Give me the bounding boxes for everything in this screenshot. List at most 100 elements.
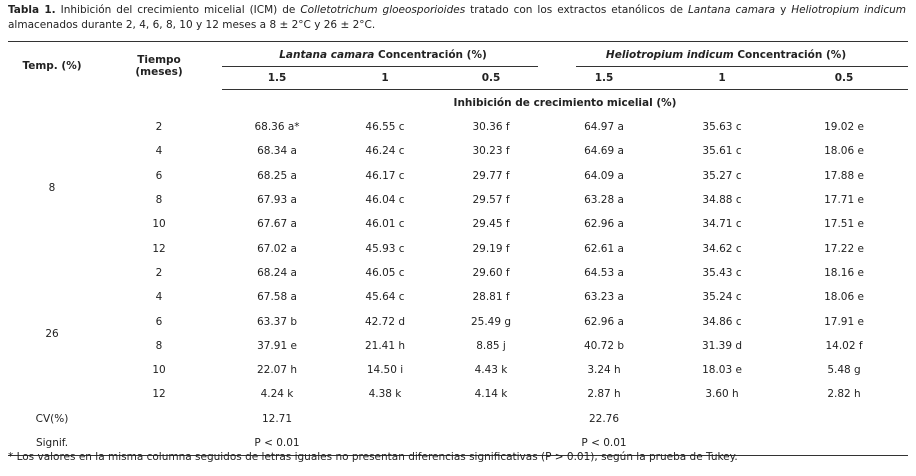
caption-text: Heliotropium indicum [791,4,906,16]
value-cell: 31.39 d [701,339,743,352]
header-row: Temp. (%) Tiempo (meses) Lantana camara Con… [8,41,909,90]
value-cell: 46.04 c [365,194,405,207]
caption-text: Lantana camara [687,4,776,16]
header-row: 1.5 1 0.5 1.5 1 0.5 [8,67,909,90]
value-cell: 46.55 c [365,121,405,134]
value-cell: 4.38 k [368,388,402,401]
value-cell: 17.22 e [824,242,864,255]
stat-row: CV(%) 12.71 22.76 [8,407,908,431]
value-cell: 67.02 a [257,242,297,255]
value-cell: 8.85 j [476,339,506,352]
value-cell: 29.60 f [472,266,510,279]
value-cell: 5.48 g [827,364,861,377]
value-cell: 64.09 a [584,169,624,182]
value-cell: 64.69 a [584,145,624,158]
concentration-header: 0.5 [438,67,545,90]
caption: Tabla 1. Inhibición del crecimiento mice… [8,3,906,33]
time-cell: 10 [152,364,166,377]
time-cell: 6 [155,315,163,328]
concentration-header: 1 [332,67,438,90]
value-cell: 14.50 i [366,364,404,377]
stat-value: 22.76 [588,412,620,425]
value-cell: 68.34 a [257,145,297,158]
value-cell: 40.72 b [583,339,625,352]
concentration-header: 1 [664,67,781,90]
data-row: 4 67.58 a 45.64 c 28.81 f 63.23 a 35.24 c 18.0… [8,285,908,309]
value-cell: 18.06 e [824,291,864,304]
footnote: * Los valores en la misma columna seguid… [8,451,738,463]
value-cell: 30.36 f [472,121,510,134]
value-cell: 18.16 e [824,266,864,279]
data-row: 6 63.37 b 42.72 d 25.49 g 62.96 a 34.86 c 17.9… [8,309,908,333]
value-cell: 21.41 h [364,339,406,352]
time-cell: 12 [152,242,166,255]
cell [96,90,222,116]
value-cell: 35.24 c [702,291,742,304]
value-cell: 35.27 c [702,169,742,182]
value-cell: 62.96 a [584,315,624,328]
value-cell: 67.93 a [257,194,297,207]
value-cell: 64.53 a [584,266,624,279]
caption-text: almacenados durante 2, 4, 6, 8, 10 y 12 … [8,19,376,31]
value-cell: 30.23 f [472,145,510,158]
header-text: Concentración (%) [378,48,487,61]
cell [8,90,96,116]
value-cell: 25.49 g [470,315,512,328]
cell [664,430,781,456]
cell [96,430,222,456]
value-cell: 63.23 a [584,291,624,304]
value-cell: 64.97 a [584,121,624,134]
value-cell: 17.88 e [824,169,864,182]
value-cell: 67.67 a [257,218,297,231]
value-cell: 2.87 h [587,388,621,401]
value-cell: 34.86 c [702,315,742,328]
value-cell: 67.58 a [257,291,297,304]
value-cell: 17.71 e [824,194,864,207]
species-name: Heliotropium indicum [605,48,734,61]
value-cell: 14.02 f [825,339,863,352]
caption-text: Colletotrichum gloeosporioides [300,4,466,16]
data-row: 8 37.91 e 21.41 h 8.85 j 40.72 b 31.39 d 14.02… [8,334,908,358]
caption-text: Inhibición del crecimiento micelial (ICM… [60,4,301,16]
value-cell: 63.28 a [584,194,624,207]
stat-label: Signif. [8,430,96,456]
value-cell: 68.25 a [257,169,297,182]
time-cell: 6 [155,169,163,182]
cell [780,407,908,431]
value-cell: 35.63 c [702,121,742,134]
value-cell: 28.81 f [472,291,510,304]
value-cell: 35.43 c [702,266,742,279]
time-cell: 12 [152,388,166,401]
value-cell: 29.19 f [472,242,510,255]
value-cell: 63.37 b [256,315,298,328]
stat-value: 12.71 [261,412,293,425]
data-row: 4 68.34 a 46.24 c 30.23 f 64.69 a 35.61 c 18.0… [8,139,908,163]
value-cell: 22.07 h [256,364,298,377]
value-cell: 29.57 f [472,194,510,207]
cell [332,407,438,431]
value-cell: 29.77 f [472,169,510,182]
time-cell: 2 [155,266,163,279]
value-cell: 42.72 d [364,315,406,328]
stat-label: CV(%) [35,412,69,425]
value-cell: 62.96 a [584,218,624,231]
value-cell: 29.45 f [472,218,510,231]
value-cell: 4.43 k [474,364,508,377]
value-cell: 18.06 e [824,145,864,158]
data-row: 6 68.25 a 46.17 c 29.77 f 64.09 a 35.27 c 17.8… [8,164,908,188]
value-cell: 17.51 e [824,218,864,231]
temp-cell: 26 [45,327,59,340]
header-cell: Temp. (%) [8,41,96,90]
value-cell: 46.05 c [365,266,405,279]
time-cell: 8 [155,339,163,352]
value-cell: 2.82 h [827,388,861,401]
data-row: 8 2 68.36 a* 46.55 c 30.36 f 64.97 a 35.63 c 19… [8,115,908,194]
time-cell: 2 [155,121,163,134]
value-cell: 34.71 c [702,218,742,231]
stat-row: Signif. P < 0.01 P < 0.01 [8,430,909,456]
value-cell: 62.61 a [584,242,624,255]
header-cell: Tiempo (meses) [96,41,222,90]
temp-cell: 8 [48,181,56,194]
header-text: Concentración (%) [737,48,847,61]
stat-value: P < 0.01 [544,430,665,456]
